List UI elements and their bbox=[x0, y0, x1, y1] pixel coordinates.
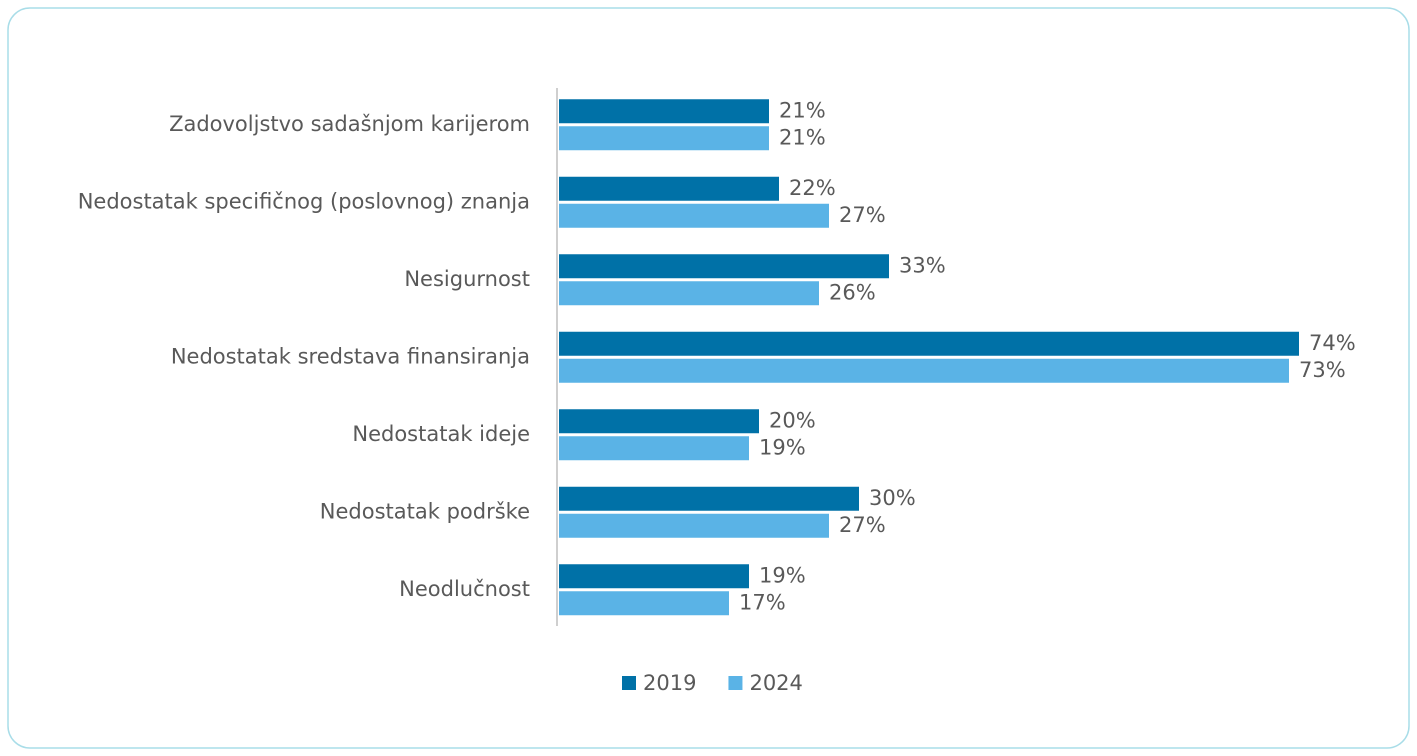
value-label: 30% bbox=[869, 486, 916, 510]
legend-swatch bbox=[728, 676, 743, 690]
bar bbox=[559, 176, 779, 201]
value-label: 22% bbox=[789, 176, 836, 200]
category-label: Nedostatak sredstava finansiranja bbox=[171, 344, 530, 368]
bar bbox=[559, 126, 769, 151]
bar bbox=[559, 358, 1289, 383]
value-label: 21% bbox=[779, 98, 826, 122]
value-label: 19% bbox=[759, 435, 806, 459]
category-label: Nedostatak podrške bbox=[320, 499, 530, 523]
bar bbox=[559, 254, 889, 279]
category-label: Nesigurnost bbox=[404, 267, 530, 291]
value-label: 19% bbox=[759, 563, 806, 587]
bar bbox=[559, 564, 749, 589]
bar bbox=[559, 486, 859, 511]
bar bbox=[559, 203, 829, 228]
legend-swatch bbox=[622, 676, 636, 690]
value-label: 33% bbox=[899, 253, 946, 277]
bar bbox=[559, 436, 749, 461]
category-label: Nedostatak ideje bbox=[352, 422, 530, 446]
value-label: 74% bbox=[1309, 331, 1356, 355]
bar bbox=[559, 99, 769, 124]
bar bbox=[559, 281, 819, 306]
category-label: Nedostatak specifičnog (poslovnog) znanj… bbox=[78, 189, 530, 213]
value-label: 17% bbox=[739, 590, 786, 614]
value-label: 73% bbox=[1299, 358, 1346, 382]
legend-label: 2019 bbox=[643, 671, 696, 695]
bar bbox=[559, 591, 729, 616]
value-label: 27% bbox=[839, 203, 886, 227]
bar bbox=[559, 409, 759, 434]
category-label: Neodlučnost bbox=[399, 577, 530, 601]
value-label: 20% bbox=[769, 408, 816, 432]
value-label: 27% bbox=[839, 513, 886, 537]
category-label: Zadovoljstvo sadašnjom karijerom bbox=[169, 112, 530, 136]
bar bbox=[559, 513, 829, 538]
value-label: 21% bbox=[779, 125, 826, 149]
value-label: 26% bbox=[829, 280, 876, 304]
bar bbox=[559, 331, 1299, 356]
legend-label: 2024 bbox=[749, 671, 802, 695]
